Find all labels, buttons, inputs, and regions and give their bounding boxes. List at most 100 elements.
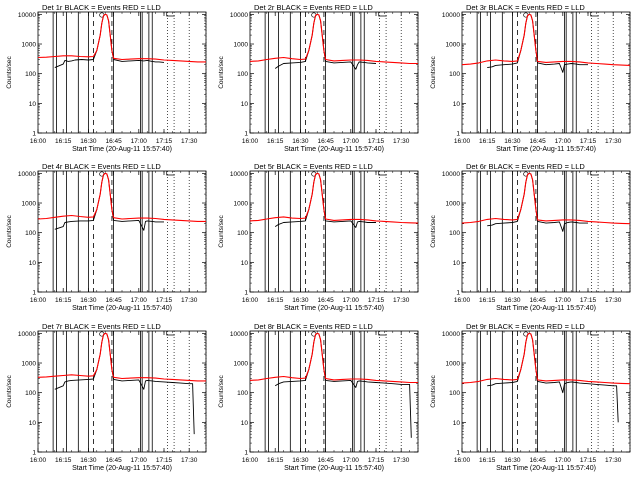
y-axis-label: Counts/sec <box>430 374 437 407</box>
y-tick-label: 10000 <box>18 12 36 19</box>
chart-panel-2: Det 2r BLACK = Events RED = LLD 1 10 100 100… <box>218 3 419 153</box>
chart-title: Det 5r BLACK = Events RED = LLD <box>254 162 373 171</box>
y-tick-label: 1000 <box>234 361 249 368</box>
chart-title: Det 1r BLACK = Events RED = LLD <box>42 3 161 12</box>
marker-bracket <box>166 171 175 176</box>
x-axis-label: Start Time (20-Aug-11 15:57:40) <box>496 146 596 153</box>
chart-panel-7: Det 7r BLACK = Events RED = LLD 1 10 100 100… <box>6 322 207 472</box>
x-axis-label: Start Time (20-Aug-11 15:57:40) <box>72 146 172 153</box>
x-axis-label: Start Time (20-Aug-11 15:57:40) <box>284 305 384 312</box>
y-tick-label: 10 <box>29 260 37 267</box>
x-tick-label: 17:30 <box>181 297 198 304</box>
plot-frame <box>37 170 207 293</box>
chart-panel-5: Det 5r BLACK = Events RED = LLD 1 10 100 100… <box>218 162 419 312</box>
chart-panel-9: Det 9r BLACK = Events RED = LLD 1 10 100 100… <box>430 322 631 472</box>
y-tick-label: 100 <box>237 390 248 397</box>
y-axis-label: Counts/sec <box>218 214 225 247</box>
x-tick-label: 16:30 <box>80 297 97 304</box>
y-tick-label: 1000 <box>234 201 249 208</box>
y-tick-label: 100 <box>25 230 36 237</box>
y-tick-label: 100 <box>25 71 36 78</box>
x-tick-label: 17:30 <box>605 457 622 464</box>
x-tick-label: 16:00 <box>454 138 471 145</box>
x-tick-label: 16:15 <box>267 138 284 145</box>
x-tick-label: 16:30 <box>80 138 97 145</box>
y-tick-label: 1000 <box>234 42 249 49</box>
x-tick-label: 17:30 <box>393 457 410 464</box>
x-tick-label: 17:00 <box>555 297 572 304</box>
series-lld-line <box>461 172 631 225</box>
x-tick-label: 16:30 <box>504 138 521 145</box>
plot-frame <box>461 11 631 134</box>
x-tick-label: 16:45 <box>317 457 334 464</box>
chart-title: Det 3r BLACK = Events RED = LLD <box>466 3 585 12</box>
x-axis-label: Start Time (20-Aug-11 15:57:40) <box>72 305 172 312</box>
series-lld-line <box>249 172 419 224</box>
y-tick-label: 1000 <box>446 361 461 368</box>
y-tick-label: 10000 <box>442 331 460 338</box>
x-tick-label: 17:00 <box>555 138 572 145</box>
x-tick-label: 17:30 <box>181 457 198 464</box>
x-tick-label: 16:00 <box>30 138 47 145</box>
x-tick-label: 16:00 <box>242 138 259 145</box>
x-tick-label: 16:00 <box>30 297 47 304</box>
y-tick-label: 1 <box>456 131 460 138</box>
series-lld-line <box>37 13 206 63</box>
plot-frame <box>37 330 207 453</box>
y-tick-label: 10 <box>453 420 461 427</box>
series-lld-line <box>249 332 418 384</box>
y-tick-label: 100 <box>449 230 460 237</box>
chart-title: Det 6r BLACK = Events RED = LLD <box>466 162 585 171</box>
x-tick-label: 16:15 <box>479 138 496 145</box>
y-tick-label: 1 <box>244 131 248 138</box>
y-tick-label: 1000 <box>446 201 461 208</box>
chart-title: Det 7r BLACK = Events RED = LLD <box>42 322 161 331</box>
x-tick-label: 16:45 <box>317 297 334 304</box>
plot-frame <box>249 11 419 134</box>
chart-title: Det 2r BLACK = Events RED = LLD <box>254 3 373 12</box>
x-tick-label: 16:45 <box>105 138 122 145</box>
x-tick-label: 17:15 <box>580 297 597 304</box>
x-tick-label: 16:15 <box>55 138 72 145</box>
x-tick-label: 17:30 <box>393 138 410 145</box>
marker-bracket <box>590 331 599 336</box>
x-tick-label: 17:15 <box>156 457 173 464</box>
x-axis-label: Start Time (20-Aug-11 15:57:40) <box>496 465 596 472</box>
y-tick-label: 1 <box>244 450 248 457</box>
y-tick-label: 1 <box>244 290 248 297</box>
x-tick-label: 17:00 <box>343 297 360 304</box>
y-tick-label: 1 <box>32 131 36 138</box>
x-axis-label: Start Time (20-Aug-11 15:57:40) <box>72 465 172 472</box>
x-tick-label: 17:00 <box>343 138 360 145</box>
y-tick-label: 100 <box>237 71 248 78</box>
y-axis-label: Counts/sec <box>6 374 13 407</box>
y-tick-label: 1 <box>32 450 36 457</box>
x-tick-label: 16:30 <box>80 457 97 464</box>
series-events-line <box>487 332 619 423</box>
x-tick-label: 16:00 <box>454 457 471 464</box>
x-tick-label: 16:30 <box>504 297 521 304</box>
y-tick-label: 10000 <box>442 171 460 178</box>
y-tick-label: 10000 <box>230 171 248 178</box>
chart-panel-4: Det 4r BLACK = Events RED = LLD 1 10 100 100… <box>6 162 207 312</box>
series-lld-line <box>37 332 206 382</box>
x-tick-label: 17:00 <box>131 297 148 304</box>
y-axis-label: Counts/sec <box>430 55 437 88</box>
marker-bracket <box>166 331 175 336</box>
plot-frame <box>461 170 631 293</box>
series-events-line <box>54 332 195 435</box>
series-events-line <box>274 332 412 438</box>
plot-frame <box>249 170 419 293</box>
x-tick-label: 16:15 <box>267 457 284 464</box>
x-tick-label: 17:30 <box>605 297 622 304</box>
x-tick-label: 17:30 <box>605 138 622 145</box>
x-tick-label: 16:15 <box>55 297 72 304</box>
series-lld-line <box>461 332 631 385</box>
y-axis-label: Counts/sec <box>6 214 13 247</box>
y-tick-label: 1000 <box>22 42 37 49</box>
chart-panel-3: Det 3r BLACK = Events RED = LLD 1 10 100 100… <box>430 3 631 153</box>
marker-bracket <box>590 171 599 176</box>
y-tick-label: 10000 <box>442 12 460 19</box>
